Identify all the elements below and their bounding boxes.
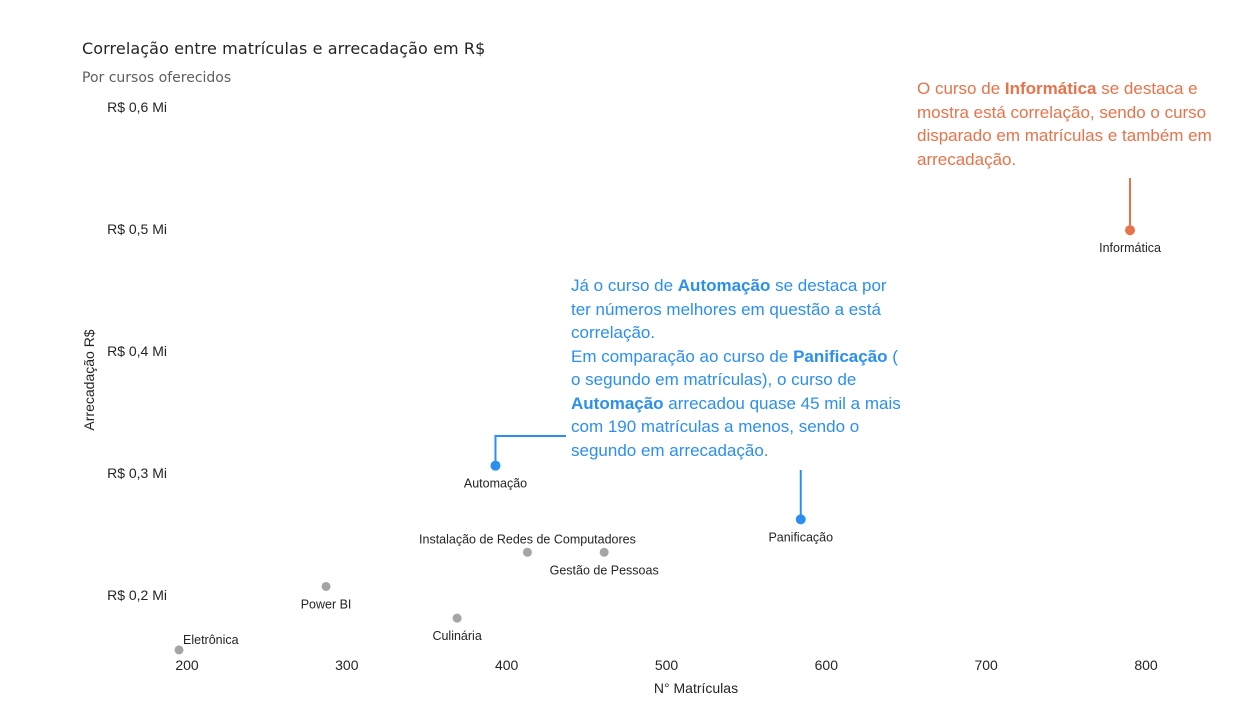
point-automação [490, 460, 501, 471]
annotation-line-automacao [494, 435, 566, 462]
point-label: Instalação de Redes de Computadores [419, 532, 636, 546]
x-tick-label: 600 [815, 657, 839, 673]
y-tick-label: R$ 0,5 Mi [107, 221, 167, 237]
annotation-automacao: Já o curso de Automação se destaca por t… [571, 274, 911, 462]
annotation-informatica: O curso de Informática se destaca e most… [917, 77, 1237, 171]
point-gestão-de-pessoas [599, 547, 609, 557]
x-tick-label: 200 [175, 657, 199, 673]
point-label: Informática [1099, 241, 1161, 255]
point-label: Automação [464, 477, 527, 491]
annotation-automacao-bold-1: Automação [677, 276, 771, 295]
annotation-automacao-text-3: Em comparação ao curso de [571, 346, 794, 366]
x-tick-label: 300 [335, 657, 359, 673]
point-instalação-de-redes-de-computadores [522, 547, 532, 557]
annotation-automacao-text-2: se destaca por ter números melhores em q… [571, 276, 887, 342]
point-label: Eletrônica [183, 633, 239, 647]
point-label: Gestão de Pessoas [550, 563, 659, 577]
point-label: Power BI [301, 597, 352, 611]
chart-subtitle: Por cursos oferecidos [82, 70, 232, 86]
x-tick-label: 700 [974, 657, 998, 673]
chart-title: Correlação entre matrículas e arrecadaçã… [82, 39, 486, 58]
y-axis-title: Arrecadação R$ [81, 329, 97, 430]
point-eletrônica [174, 645, 184, 655]
point-panificação [795, 514, 806, 525]
point-label: Culinária [432, 629, 481, 643]
annotation-automacao-text-4: ( o segundo em matrículas), o curso de [571, 346, 898, 390]
x-tick-label: 400 [495, 657, 519, 673]
y-tick-label: R$ 0,3 Mi [107, 465, 167, 481]
annotation-automacao-text-5: arrecadou quase 45 mil a mais com 190 ma… [571, 393, 901, 460]
annotation-informatica-text-2: se destaca e mostra está correlação, sen… [917, 79, 1212, 169]
annotation-informatica-bold-1: Informática [1004, 79, 1097, 98]
annotation-informatica-text-1: O curso de [917, 79, 1005, 98]
y-tick-label: R$ 0,4 Mi [107, 343, 167, 359]
annotation-automacao-bold-3: Automação [571, 393, 664, 413]
y-tick-label: R$ 0,2 Mi [107, 587, 167, 603]
x-tick-label: 500 [655, 657, 679, 673]
x-axis-title: N° Matrículas [654, 680, 738, 696]
x-tick-label: 800 [1134, 657, 1158, 673]
point-culinária [452, 613, 462, 623]
point-power-bi [321, 581, 331, 591]
point-informática [1125, 225, 1136, 236]
annotation-automacao-text-1: Já o curso de [571, 276, 678, 295]
annotation-automacao-bold-2: Panificação [793, 346, 888, 366]
y-tick-label: R$ 0,6 Mi [107, 99, 167, 115]
point-label: Panificação [768, 530, 833, 544]
